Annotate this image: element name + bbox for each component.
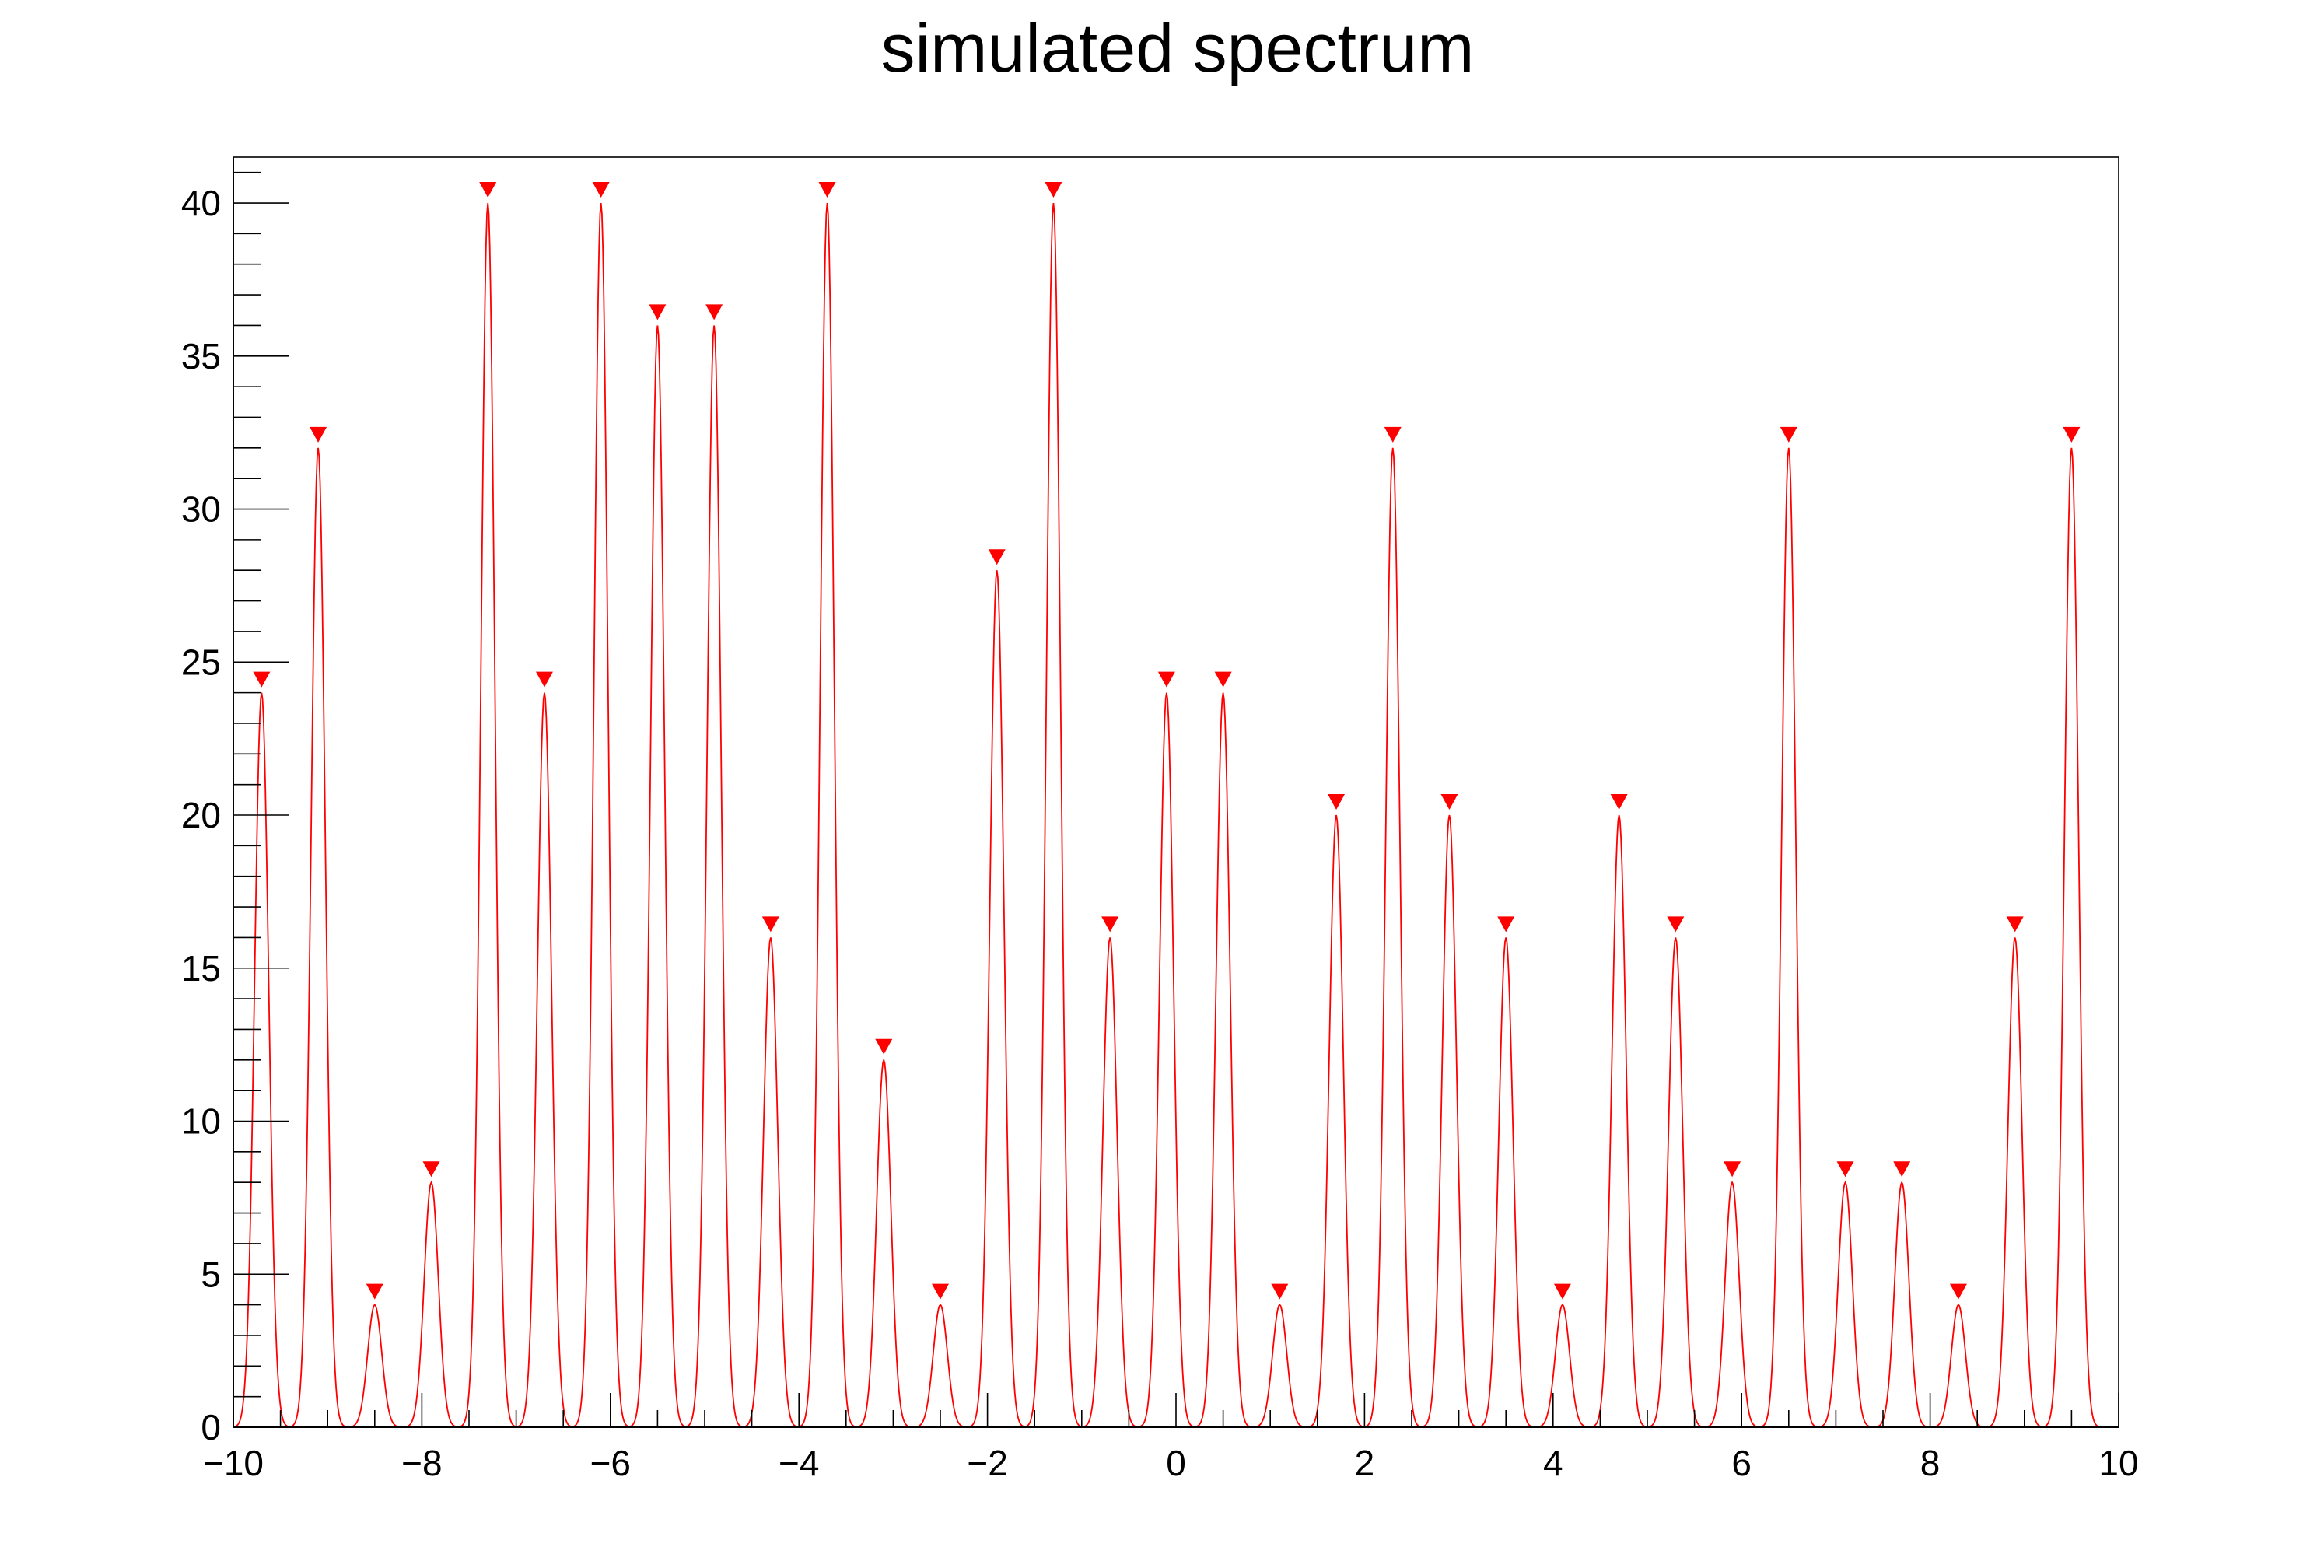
peak-marker-7 [592, 182, 610, 198]
peak-marker-22 [1440, 794, 1458, 810]
x-tick-label: −10 [203, 1443, 264, 1483]
peak-marker-12 [875, 1038, 893, 1055]
peak-marker-19 [1271, 1283, 1289, 1300]
y-tick-label: 5 [201, 1254, 221, 1294]
peak-marker-26 [1667, 916, 1685, 933]
axes: −10 −8 −6 −4 −2 0 2 4 6 8 10 0 5 10 15 20 25 30 35 40 [181, 157, 2139, 1483]
y-tick-label: 15 [181, 948, 221, 989]
plot-frame [233, 156, 2119, 1428]
peak-marker-33 [2063, 426, 2081, 443]
x-tick-label: −4 [779, 1443, 819, 1483]
y-tick-label: 20 [181, 795, 221, 835]
peak-marker-30 [1893, 1161, 1911, 1178]
peak-marker-4 [422, 1161, 440, 1178]
peak-marker-14 [988, 549, 1006, 565]
x-tick-label: −6 [590, 1443, 631, 1483]
peak-marker-27 [1724, 1161, 1741, 1178]
peak-marker-10 [761, 916, 779, 933]
peak-marker-24 [1553, 1283, 1571, 1300]
peak-marker-25 [1610, 794, 1628, 810]
peak-marker-15 [1045, 182, 1062, 198]
y-tick-label: 40 [181, 183, 221, 223]
y-tick-label: 35 [181, 336, 221, 376]
spectrum-line [233, 202, 2119, 1428]
peak-marker-29 [1836, 1161, 1854, 1178]
peak-marker-17 [1157, 671, 1175, 688]
peak-marker-6 [535, 671, 553, 688]
y-tick-label: 30 [181, 489, 221, 530]
peak-marker-13 [932, 1283, 949, 1300]
x-tick-label: −2 [967, 1443, 1007, 1483]
peak-marker-23 [1497, 916, 1515, 933]
peak-marker-16 [1101, 916, 1119, 933]
plot-area [233, 182, 2119, 1428]
peak-marker-9 [705, 304, 723, 320]
x-tick-label: 6 [1731, 1443, 1752, 1483]
y-tick-label: 10 [181, 1101, 221, 1142]
peak-marker-5 [479, 182, 497, 198]
y-tick-label: 0 [201, 1407, 221, 1447]
peak-marker-8 [649, 304, 667, 320]
x-tick-label: 0 [1166, 1443, 1186, 1483]
x-tick-label: 10 [2098, 1443, 2138, 1483]
peak-marker-32 [2006, 916, 2024, 933]
peak-marker-2 [310, 426, 327, 443]
x-tick-label: −8 [401, 1443, 442, 1483]
chart-title: simulated spectrum [881, 9, 1475, 86]
peak-marker-11 [818, 182, 836, 198]
peak-marker-20 [1328, 794, 1346, 810]
x-tick-label: 4 [1543, 1443, 1563, 1483]
peak-marker-21 [1384, 426, 1402, 443]
peak-marker-28 [1780, 426, 1797, 443]
peak-marker-1 [253, 671, 271, 688]
peak-marker-18 [1214, 671, 1232, 688]
x-tick-label: 8 [1920, 1443, 1941, 1483]
y-tick-label: 25 [181, 642, 221, 682]
peak-marker-31 [1949, 1283, 1967, 1300]
x-tick-label: 2 [1355, 1443, 1375, 1483]
peak-marker-3 [366, 1283, 383, 1300]
